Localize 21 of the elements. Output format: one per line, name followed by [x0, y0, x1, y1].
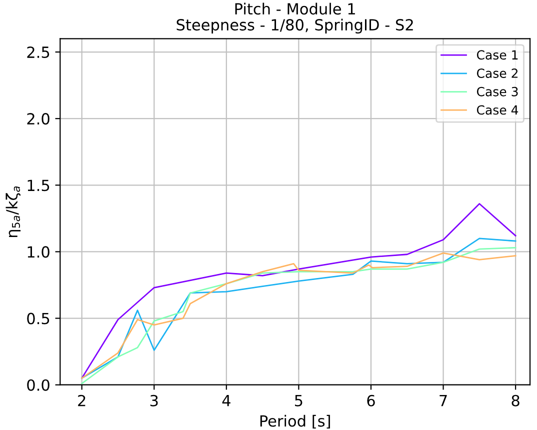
y-tick-label: 0.5: [27, 312, 50, 324]
x-tick-label: 3: [150, 394, 158, 406]
y-tick-label: 0.0: [27, 379, 50, 391]
line-series: [81, 203, 516, 379]
legend-label: Case 3: [476, 86, 518, 96]
x-tick-label: 4: [222, 395, 230, 406]
legend-label: Case 4: [476, 105, 518, 115]
y-tick-label: 2.0: [27, 113, 50, 125]
y-tick-label: 1.5: [28, 180, 50, 192]
x-axis-title: Period [s]: [260, 414, 330, 429]
x-tick-label: 2: [78, 394, 86, 406]
y-axis-title: η$_{5a}$/kζ$_{a}$: [6, 186, 21, 237]
x-tick-label: 5: [295, 395, 302, 406]
y-tick-label: 1.0: [28, 246, 50, 258]
chart-title: Pitch - Module 1 Steepness - 1/80, SpringID - S2: [176, 2, 413, 34]
y-tick-label: 2.5: [27, 46, 50, 58]
legend-label: Case 2: [476, 68, 518, 78]
x-tick-label: 6: [367, 394, 375, 406]
x-tick-label: 8: [512, 394, 520, 406]
legend-label: Case 1: [476, 50, 518, 60]
x-tick-label: 7: [440, 395, 447, 406]
